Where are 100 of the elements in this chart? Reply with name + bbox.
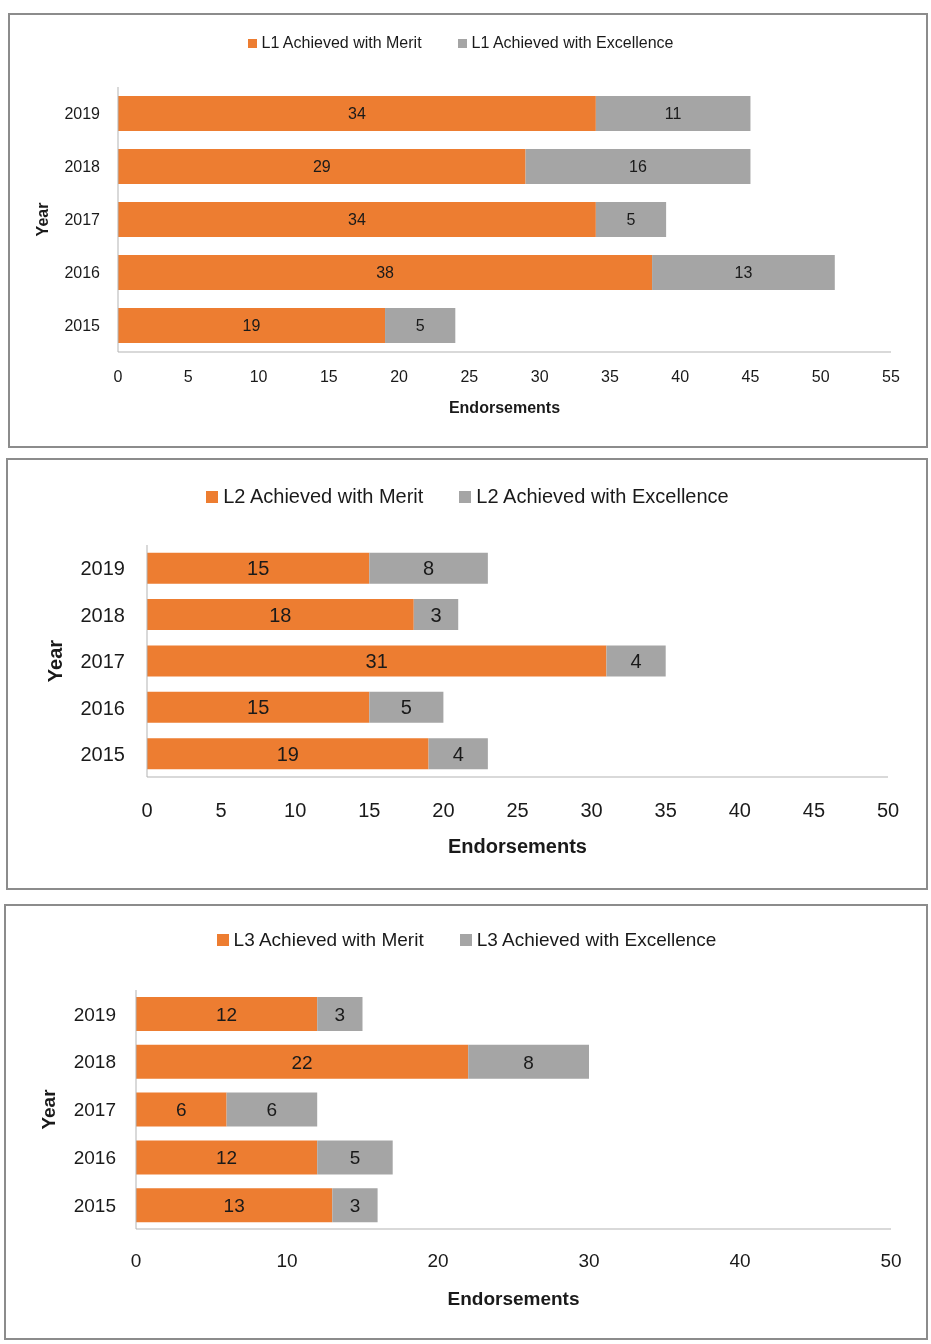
data-label: 6 bbox=[176, 1099, 187, 1121]
x-tick-label: 30 bbox=[530, 368, 549, 386]
y-tick-label: 2015 bbox=[73, 1194, 116, 1216]
y-tick-label: 2018 bbox=[80, 603, 125, 626]
bar bbox=[226, 1092, 318, 1127]
data-label: 4 bbox=[452, 742, 464, 765]
bar bbox=[136, 1092, 227, 1127]
bar bbox=[136, 1044, 469, 1079]
legend-label: L3 Achieved with Merit bbox=[233, 929, 424, 951]
data-label: 4 bbox=[630, 650, 642, 673]
legend-label: L1 Achieved with Merit bbox=[261, 34, 422, 52]
y-tick-label: 2016 bbox=[80, 696, 125, 719]
y-tick-label: 2015 bbox=[80, 742, 125, 765]
data-label: 8 bbox=[423, 557, 435, 580]
data-label: 31 bbox=[365, 650, 388, 673]
data-label: 18 bbox=[269, 603, 292, 626]
bar bbox=[136, 1188, 333, 1223]
bar bbox=[428, 738, 488, 770]
bar bbox=[118, 149, 526, 185]
bar bbox=[595, 96, 751, 132]
data-label: 22 bbox=[291, 1051, 313, 1073]
data-label: 34 bbox=[348, 105, 366, 123]
data-label: 34 bbox=[348, 211, 366, 229]
x-tick-label: 20 bbox=[390, 368, 409, 386]
x-tick-label: 40 bbox=[729, 1250, 751, 1272]
x-axis-title: Endorsements bbox=[447, 1287, 580, 1309]
bar bbox=[595, 202, 667, 238]
bar bbox=[118, 308, 386, 344]
y-axis-title: Year bbox=[37, 1088, 59, 1130]
x-tick-label: 40 bbox=[728, 799, 751, 822]
x-tick-label: 45 bbox=[741, 368, 760, 386]
x-tick-label: 30 bbox=[578, 1250, 600, 1272]
data-label: 5 bbox=[349, 1147, 361, 1169]
data-label: 38 bbox=[376, 264, 395, 282]
bar bbox=[118, 96, 596, 132]
bar bbox=[136, 996, 318, 1031]
data-label: 13 bbox=[223, 1194, 245, 1216]
y-axis-title: Year bbox=[44, 639, 66, 683]
data-label: 6 bbox=[266, 1099, 278, 1121]
data-label: 29 bbox=[312, 158, 331, 176]
y-tick-label: 2017 bbox=[64, 211, 101, 229]
x-tick-label: 15 bbox=[319, 368, 338, 386]
y-tick-label: 2019 bbox=[80, 557, 125, 580]
x-tick-label: 40 bbox=[671, 368, 690, 386]
bar bbox=[317, 996, 363, 1031]
bar bbox=[317, 1140, 393, 1175]
x-tick-label: 5 bbox=[215, 799, 227, 822]
data-label: 12 bbox=[216, 1003, 238, 1025]
data-label: 13 bbox=[734, 264, 753, 282]
legend-label: L2 Achieved with Excellence bbox=[476, 485, 729, 508]
data-label: 5 bbox=[626, 211, 636, 229]
x-tick-label: 20 bbox=[432, 799, 455, 822]
data-label: 19 bbox=[242, 317, 261, 335]
x-axis-title: Endorsements bbox=[448, 398, 561, 416]
x-tick-label: 15 bbox=[358, 799, 381, 822]
data-label: 11 bbox=[664, 105, 682, 123]
x-tick-label: 30 bbox=[580, 799, 603, 822]
bar bbox=[369, 691, 444, 723]
x-tick-label: 50 bbox=[811, 368, 830, 386]
y-tick-label: 2015 bbox=[64, 317, 101, 335]
y-tick-label: 2017 bbox=[73, 1099, 116, 1121]
data-label: 12 bbox=[216, 1147, 238, 1169]
x-tick-label: 55 bbox=[882, 368, 900, 386]
y-tick-label: 2018 bbox=[73, 1051, 116, 1073]
legend-label: L3 Achieved with Excellence bbox=[476, 929, 717, 951]
bar bbox=[413, 599, 459, 631]
bar bbox=[385, 308, 456, 344]
bar bbox=[147, 691, 370, 723]
y-tick-label: 2019 bbox=[73, 1003, 116, 1025]
bar bbox=[147, 645, 607, 677]
bar bbox=[136, 1140, 318, 1175]
bar bbox=[118, 202, 596, 238]
x-tick-label: 10 bbox=[249, 368, 268, 386]
y-tick-label: 2016 bbox=[64, 264, 101, 282]
x-tick-label: 25 bbox=[460, 368, 479, 386]
data-label: 3 bbox=[334, 1003, 346, 1025]
y-tick-label: 2018 bbox=[64, 158, 101, 176]
y-tick-label: 2017 bbox=[80, 650, 125, 673]
x-tick-label: 45 bbox=[802, 799, 826, 822]
bar bbox=[369, 552, 488, 584]
bar bbox=[652, 255, 835, 291]
x-tick-label: 5 bbox=[183, 368, 193, 386]
data-label: 19 bbox=[276, 742, 299, 765]
bar bbox=[147, 599, 414, 631]
x-tick-label: 20 bbox=[427, 1250, 449, 1272]
x-tick-label: 10 bbox=[276, 1250, 298, 1272]
x-tick-label: 10 bbox=[284, 799, 307, 822]
x-axis-title: Endorsements bbox=[448, 835, 587, 857]
data-label: 8 bbox=[523, 1051, 534, 1073]
legend-label: L2 Achieved with Merit bbox=[223, 485, 424, 508]
bar bbox=[468, 1044, 589, 1079]
data-label: 3 bbox=[430, 603, 442, 626]
y-axis-title: Year bbox=[33, 202, 51, 237]
y-tick-label: 2019 bbox=[64, 105, 101, 123]
x-tick-label: 35 bbox=[601, 368, 619, 386]
data-label: 16 bbox=[629, 158, 648, 176]
x-tick-label: 50 bbox=[876, 799, 900, 822]
bar bbox=[147, 552, 370, 584]
x-tick-label: 50 bbox=[880, 1250, 902, 1272]
y-tick-label: 2016 bbox=[73, 1147, 116, 1169]
